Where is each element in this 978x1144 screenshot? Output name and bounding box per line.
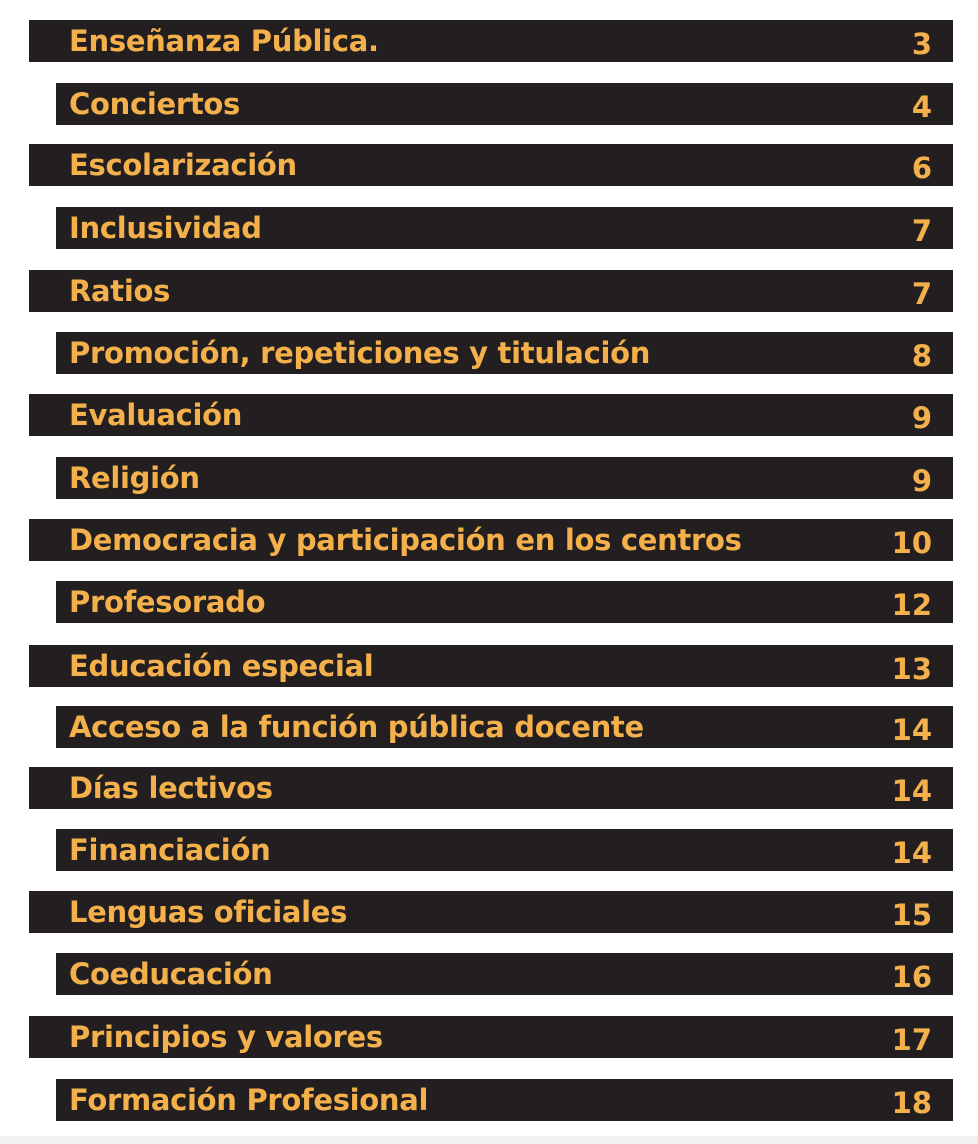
toc-entry-escolarizacion[interactable]: Escolarización 6 bbox=[29, 144, 953, 186]
toc-entry-title: Conciertos bbox=[69, 87, 241, 121]
toc-entry-page: 4 bbox=[911, 90, 932, 124]
toc-entry-page: 9 bbox=[911, 464, 932, 498]
toc-entry-page: 15 bbox=[891, 898, 932, 932]
toc-entry-page: 8 bbox=[911, 339, 932, 373]
toc-entry-page: 14 bbox=[891, 836, 932, 870]
toc-entry-page: 6 bbox=[911, 151, 932, 185]
toc-entry-title: Lenguas oficiales bbox=[69, 895, 348, 929]
toc-entry-profesorado[interactable]: Profesorado 12 bbox=[56, 581, 953, 623]
toc-entry-title: Religión bbox=[69, 461, 200, 495]
toc-entry-evaluacion[interactable]: Evaluación 9 bbox=[29, 394, 953, 436]
toc-entry-ratios[interactable]: Ratios 7 bbox=[29, 270, 953, 312]
toc-entry-lenguas-oficiales[interactable]: Lenguas oficiales 15 bbox=[29, 891, 953, 933]
toc-entry-title: Principios y valores bbox=[69, 1020, 383, 1054]
toc-entry-promocion[interactable]: Promoción, repeticiones y titulación 8 bbox=[56, 332, 953, 374]
toc-entry-acceso-funcion-publica[interactable]: Acceso a la función pública docente 14 bbox=[56, 706, 953, 748]
toc-entry-formacion-profesional[interactable]: Formación Profesional 18 bbox=[56, 1079, 953, 1121]
page-bottom-edge bbox=[0, 1136, 978, 1144]
toc-entry-page: 14 bbox=[891, 774, 932, 808]
toc-entry-title: Ratios bbox=[69, 274, 171, 308]
toc-entry-page: 12 bbox=[891, 588, 932, 622]
toc-entry-financiacion[interactable]: Financiación 14 bbox=[56, 829, 953, 871]
toc-entry-page: 7 bbox=[911, 277, 932, 311]
toc-entry-page: 18 bbox=[891, 1086, 932, 1120]
toc-entry-page: 17 bbox=[891, 1023, 932, 1057]
toc-entry-page: 10 bbox=[891, 526, 932, 560]
toc-entry-religion[interactable]: Religión 9 bbox=[56, 457, 953, 499]
toc-entry-page: 7 bbox=[911, 214, 932, 248]
toc-entry-page: 9 bbox=[911, 401, 932, 435]
toc-entry-dias-lectivos[interactable]: Días lectivos 14 bbox=[29, 767, 953, 809]
toc-entry-principios-valores[interactable]: Principios y valores 17 bbox=[29, 1016, 953, 1058]
toc-entry-title: Coeducación bbox=[69, 957, 273, 991]
toc-entry-title: Profesorado bbox=[69, 585, 266, 619]
toc-entry-title: Acceso a la función pública docente bbox=[69, 710, 644, 744]
toc-entry-title: Evaluación bbox=[69, 398, 243, 432]
toc-entry-conciertos[interactable]: Conciertos 4 bbox=[56, 83, 953, 125]
toc-entry-ensenanza-publica[interactable]: Enseñanza Pública. 3 bbox=[29, 20, 953, 62]
toc-entry-page: 3 bbox=[911, 27, 932, 61]
toc-entry-inclusividad[interactable]: Inclusividad 7 bbox=[56, 207, 953, 249]
toc-entry-title: Días lectivos bbox=[69, 771, 273, 805]
toc-entry-page: 13 bbox=[891, 652, 932, 686]
toc-entry-title: Financiación bbox=[69, 833, 271, 867]
toc-entry-title: Inclusividad bbox=[69, 211, 262, 245]
toc-entry-coeducacion[interactable]: Coeducación 16 bbox=[56, 953, 953, 995]
toc-entry-title: Escolarización bbox=[69, 148, 297, 182]
toc-entry-title: Formación Profesional bbox=[69, 1083, 429, 1117]
toc-entry-title: Promoción, repeticiones y titulación bbox=[69, 336, 651, 370]
toc-entry-democracia[interactable]: Democracia y participación en los centro… bbox=[29, 519, 953, 561]
toc-entry-page: 16 bbox=[891, 960, 932, 994]
toc-entry-title: Democracia y participación en los centro… bbox=[69, 523, 742, 557]
toc-entry-page: 14 bbox=[891, 713, 932, 747]
toc-entry-educacion-especial[interactable]: Educación especial 13 bbox=[29, 645, 953, 687]
toc-entry-title: Educación especial bbox=[69, 649, 374, 683]
toc-entry-title: Enseñanza Pública. bbox=[69, 24, 379, 58]
